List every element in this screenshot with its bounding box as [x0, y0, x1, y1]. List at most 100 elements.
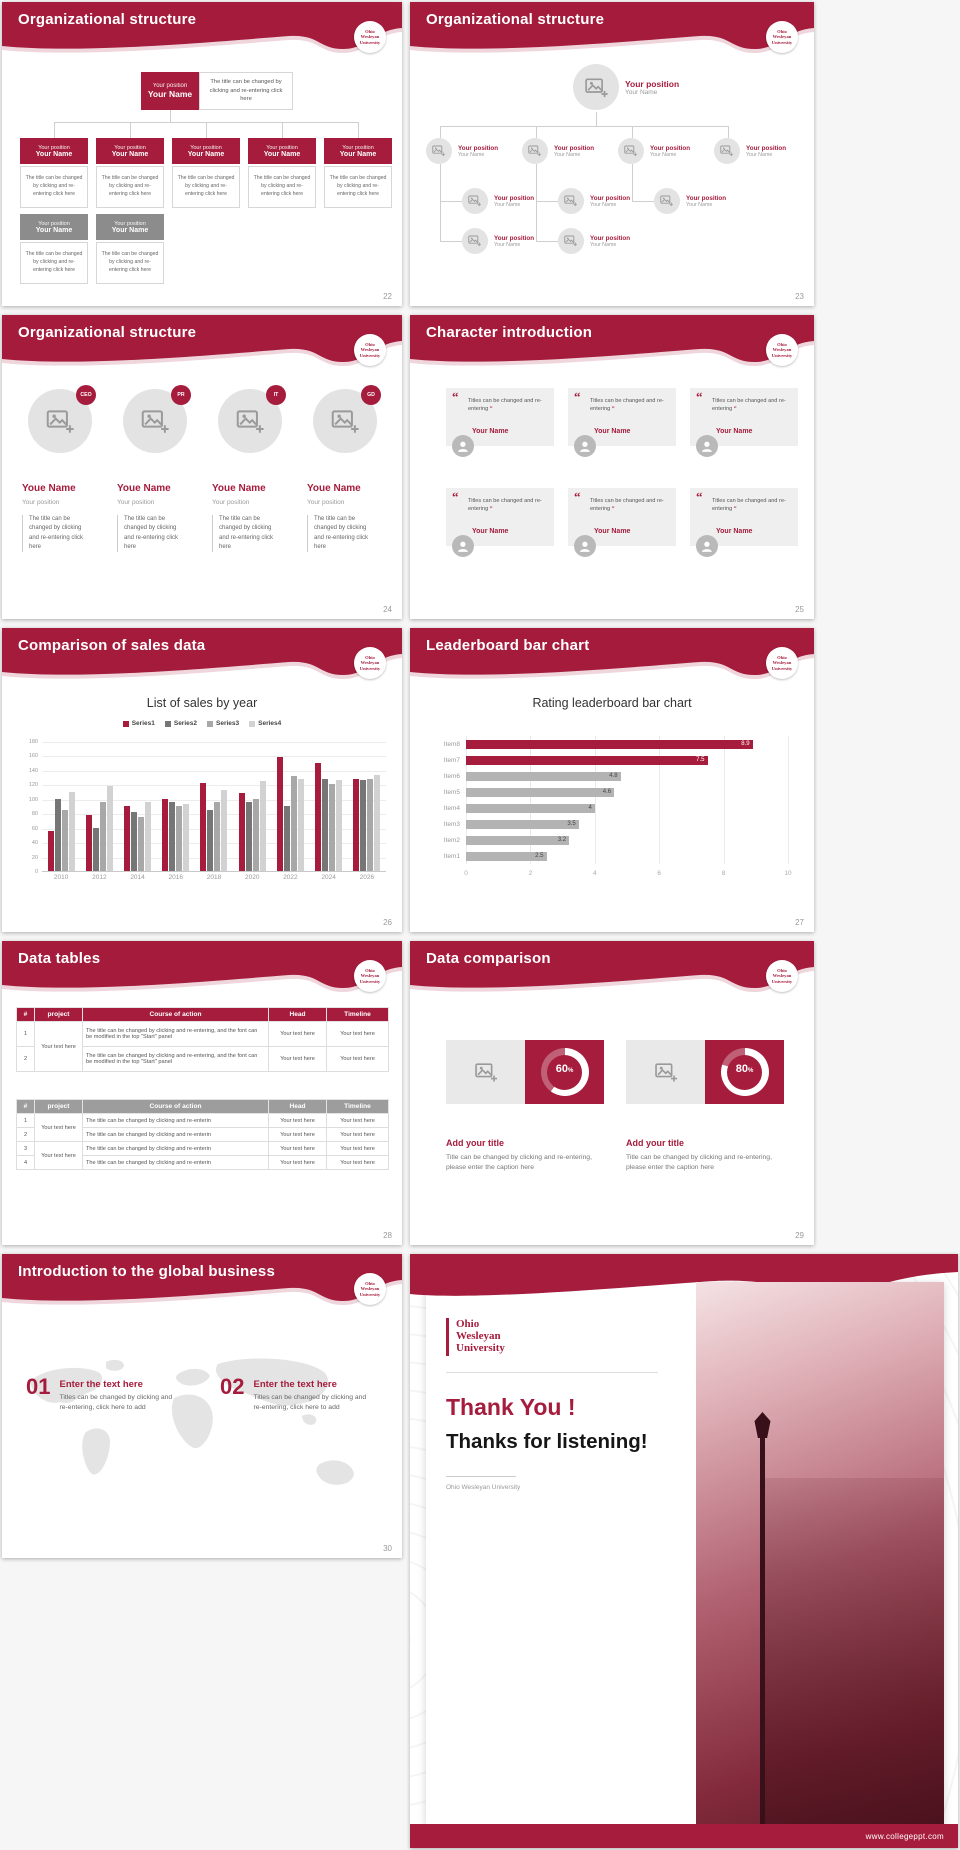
org-node-name: Your Name [590, 201, 617, 208]
slide-24-organizational-structure[interactable]: CEO Youe Name Your position The title can b… [2, 315, 402, 619]
org-node: Your position Your Name [558, 228, 630, 254]
bar [252, 798, 259, 871]
avatar [574, 435, 596, 457]
image-placeholder-icon [46, 410, 74, 433]
owu-logo-badge: Ohio Wesleyan University [354, 960, 386, 992]
slide-26-sales-comparison[interactable]: List of sales by year Series1 Series2 Serie… [2, 628, 402, 932]
slide-header: Introduction to the global business Ohio W… [2, 1254, 402, 1310]
owu-logo-badge: Ohio Wesleyan University [354, 647, 386, 679]
bar-group: 2012 [85, 742, 113, 881]
donut-box: 80% [705, 1040, 784, 1104]
image-placeholder-icon [473, 1059, 499, 1085]
org-node-name: Your Name [494, 241, 521, 248]
bar [99, 802, 106, 871]
owu-logo-badge: Ohio Wesleyan University [766, 647, 798, 679]
divider [446, 1476, 516, 1477]
owu-logo-line: Ohio [777, 654, 787, 660]
connector-line [536, 241, 558, 242]
bar-value: 4 [588, 805, 592, 811]
y-tick-label: 80 [31, 811, 38, 818]
bar [68, 791, 75, 871]
owu-logo-badge: Ohio Wesleyan University [766, 334, 798, 366]
quote-text-content: Titles can be changed and re-entering [712, 398, 786, 413]
slide-25-character-introduction[interactable]: “ Titles can be changed and re-entering ”… [410, 315, 814, 619]
org-node-label: Your position Your Name [494, 235, 534, 248]
table-cell: Your text here [268, 1155, 327, 1170]
org-node-position: Your position [554, 144, 595, 152]
bar-row: Item3 3.5 [444, 816, 788, 832]
bar-groups: 2010 2012 2014 2016 2018 2020 2022 2024 2026 [42, 742, 386, 881]
character-card: “ Titles can be changed and re-entering ”… [446, 488, 554, 557]
gridline [466, 736, 467, 864]
item-label: Item6 [443, 772, 460, 780]
quote-text-content: Titles can be changed and re-entering [468, 498, 542, 513]
owu-logo-line: Ohio [777, 341, 787, 347]
bar [92, 827, 99, 871]
table-cell: The title can be changed by clicking and… [82, 1046, 269, 1072]
donut-box: 60% [525, 1040, 604, 1104]
table-cell: 2 [16, 1127, 35, 1142]
slide-23-organizational-structure[interactable]: Your position Your Name Your position Your … [410, 2, 814, 306]
owu-logo-line: Ohio [365, 654, 375, 660]
owu-logo-line: University [771, 352, 793, 358]
owu-logo-text: Ohio Wesleyan University [456, 1318, 505, 1356]
global-item: 02 Enter the text here Titles can be cha… [220, 1375, 375, 1413]
gridline [723, 736, 725, 864]
bar-value: 3.5 [567, 821, 576, 827]
table-row: 3 Your text here The title can be changed … [16, 1141, 389, 1170]
legend-item: Series3 [207, 720, 239, 727]
image-placeholder-icon [141, 410, 169, 433]
bar [124, 806, 131, 871]
image-placeholder-icon [331, 410, 359, 433]
bar [221, 790, 228, 871]
item-text: Enter the text here Titles can be change… [253, 1376, 375, 1413]
bar [183, 803, 190, 871]
tables-body: # project Course of action Head Timeline 1 You… [2, 997, 402, 1245]
y-tick-label: 180 [28, 739, 38, 745]
owu-logo-line: University [359, 39, 381, 45]
header-wave-shape [410, 315, 814, 366]
item-label: Item4 [443, 804, 460, 812]
person-icon [702, 541, 712, 552]
org-node-label: Your position Your Name [494, 195, 534, 208]
org-node-label: Your position Your Name [625, 79, 679, 96]
bar-value: 8.9 [741, 741, 750, 747]
slide-29-data-comparison[interactable]: 60% Add your title Title can be changed … [410, 941, 814, 1245]
owu-logo-line: Ohio [365, 28, 375, 34]
bar [290, 775, 297, 871]
page-number: 24 [383, 605, 392, 614]
slide-22-organizational-structure[interactable]: Your position Your Name The title can be c… [2, 2, 402, 306]
slide-thank-you[interactable]: Ohio Wesleyan University Thank You ! Tha… [410, 1254, 958, 1848]
bar-group: 2022 [276, 742, 304, 881]
bar-group: 2026 [353, 742, 381, 881]
chart-legend: Series1 Series2 Series3 Series4 [2, 720, 402, 727]
org-node-name: Your Name [35, 150, 73, 158]
org-node: Your position Your Name [573, 64, 679, 110]
gridline [530, 736, 532, 864]
owu-logo-line: Ohio [456, 1318, 480, 1330]
org-node-label: Your position Your Name [590, 235, 630, 248]
gridline [42, 742, 386, 743]
slide-30-global-business[interactable]: 01 Enter the text here Titles can be cha… [2, 1254, 402, 1558]
profile-image-placeholder [426, 138, 452, 164]
org-node: Your position Your Name [462, 228, 534, 254]
character-card: “ Titles can be changed and re-entering ”… [568, 388, 676, 457]
table-cell: 1 [16, 1021, 35, 1047]
y-tick-label: 0 [34, 869, 38, 875]
slide-27-leaderboard-chart[interactable]: Rating leaderboard bar chart 0 2 4 6 8 10 Item8… [410, 628, 814, 932]
slide-28-data-tables[interactable]: # project Course of action Head Timeline 1 You… [2, 941, 402, 1245]
legend-label: Series2 [173, 720, 197, 727]
owu-logo: Ohio Wesleyan University [446, 1318, 505, 1356]
profile-image-placeholder [573, 64, 619, 110]
member-position: Your position [307, 499, 345, 506]
owu-logo-line: Wesleyan [360, 347, 380, 353]
y-tick-label: 40 [31, 840, 38, 847]
org-node: Your position Your Name [324, 138, 392, 164]
bar-value: 4.6 [602, 789, 612, 795]
image-placeholder-box [446, 1040, 525, 1104]
connector-line [170, 110, 171, 122]
legend-label: Series3 [216, 720, 240, 727]
org-node-position: Your position [746, 144, 787, 152]
avatar [696, 435, 718, 457]
